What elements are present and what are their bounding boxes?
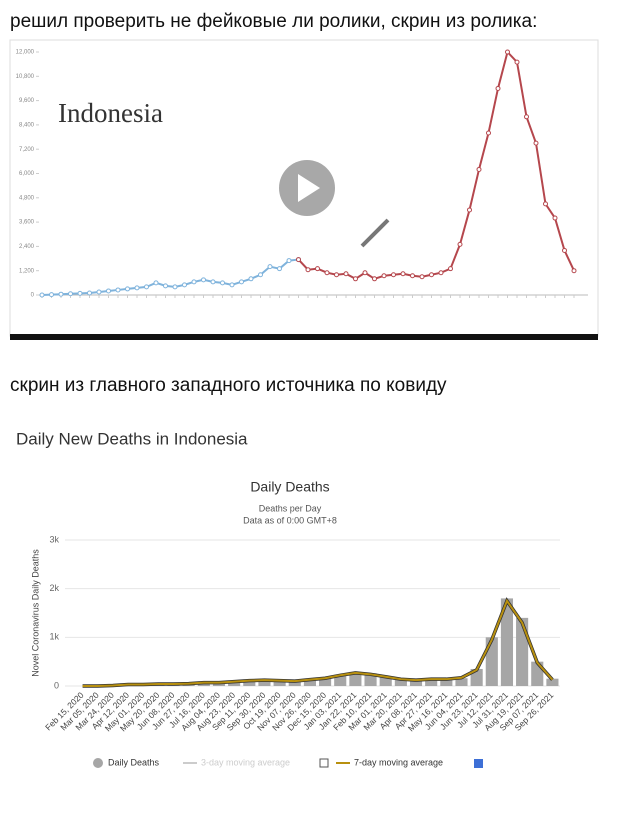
chart-title: Daily Deaths (250, 479, 329, 495)
point (373, 277, 377, 281)
point (316, 267, 320, 271)
y-tick-label: 2,400 (19, 244, 35, 250)
point (278, 267, 282, 271)
point (553, 216, 557, 220)
y-tick-label: 2k (49, 583, 59, 593)
point (249, 277, 253, 281)
point (325, 271, 329, 275)
y-tick-label: 8,400 (19, 122, 35, 128)
y-tick-label: 6,000 (19, 171, 35, 177)
point (259, 273, 263, 277)
bar (516, 618, 528, 686)
chart-note: Data as of 0:00 GMT+8 (243, 515, 337, 525)
point (411, 274, 415, 278)
point (515, 60, 519, 64)
point (544, 202, 548, 206)
legend-label: 7-day moving average (354, 757, 443, 767)
legend-label: Daily Deaths (108, 757, 160, 767)
legend-label: 3-day moving average (201, 757, 290, 767)
point (78, 291, 82, 295)
point (430, 273, 434, 277)
point (401, 272, 405, 276)
checkbox[interactable] (320, 759, 328, 767)
point (525, 115, 529, 119)
bar (546, 679, 558, 686)
point (572, 269, 576, 273)
y-tick-label: 1,200 (19, 268, 35, 274)
point (344, 272, 348, 276)
caption: скрин из главного западного источника по… (10, 375, 447, 396)
point (468, 208, 472, 212)
point (230, 283, 234, 287)
point (126, 287, 130, 291)
point (116, 288, 120, 292)
point (449, 267, 453, 271)
point (287, 259, 291, 263)
point (392, 273, 396, 277)
point (202, 278, 206, 282)
y-tick-label: 0 (54, 680, 59, 690)
point (183, 283, 187, 287)
point (363, 271, 367, 275)
point (50, 293, 54, 297)
point (382, 274, 386, 278)
y-tick-label: 1k (49, 632, 59, 642)
point (306, 268, 310, 272)
video-bar (10, 334, 598, 340)
point (192, 280, 196, 284)
checkbox[interactable] (474, 759, 483, 768)
chart-subtitle: Deaths per Day (259, 503, 322, 513)
y-tick-label: 3,600 (19, 220, 35, 226)
point (534, 141, 538, 145)
point (420, 275, 424, 279)
point (107, 289, 111, 293)
point (154, 281, 158, 285)
point (97, 290, 101, 294)
chart-header: Daily New Deaths in Indonesia (16, 429, 248, 448)
point (211, 280, 215, 284)
point (88, 291, 92, 295)
y-tick-label: 3k (49, 534, 59, 544)
point (335, 273, 339, 277)
point (496, 86, 500, 90)
point (439, 271, 443, 275)
point (164, 284, 168, 288)
y-tick-label: 10,800 (16, 74, 35, 80)
point (221, 281, 225, 285)
y-tick-label: 7,200 (19, 147, 35, 153)
point (563, 248, 567, 252)
point (506, 50, 510, 54)
point (487, 131, 491, 135)
point (354, 277, 358, 281)
point (145, 285, 149, 289)
chart-title: Indonesia (58, 98, 163, 128)
point (69, 292, 73, 296)
point (458, 242, 462, 246)
y-tick-label: 12,000 (16, 50, 35, 56)
y-tick-label: 4,800 (19, 195, 35, 201)
point (173, 285, 177, 289)
point (135, 286, 139, 290)
point (40, 293, 44, 297)
point (477, 167, 481, 171)
point (297, 258, 301, 262)
y-tick-label: 9,600 (19, 98, 35, 104)
legend-marker (93, 758, 103, 768)
point (59, 292, 63, 296)
caption: решил проверить не фейковые ли ролики, с… (10, 11, 537, 32)
point (268, 265, 272, 269)
point (240, 280, 244, 284)
y-axis-label: Novel Coronavirus Daily Deaths (30, 549, 40, 677)
